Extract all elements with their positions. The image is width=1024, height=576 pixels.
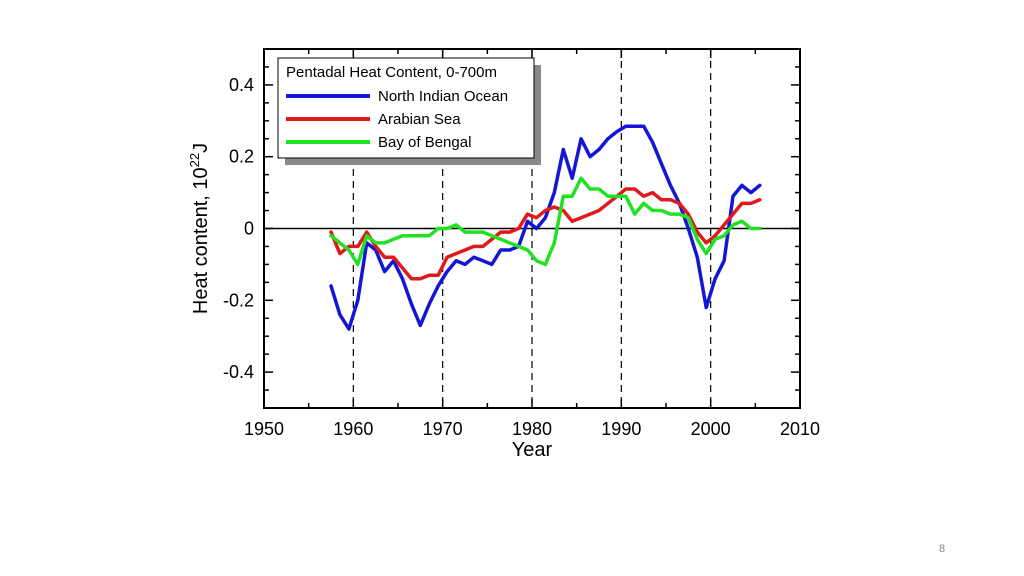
x-tick-label: 1950	[244, 419, 284, 439]
legend-label: North Indian Ocean	[378, 88, 508, 105]
x-tick-label: 2000	[691, 419, 731, 439]
series-line-bay-of-bengal	[329, 176, 762, 267]
y-tick-label: -0.4	[223, 362, 254, 382]
series-line-arabian-sea	[329, 187, 762, 281]
x-tick-label: 1960	[333, 419, 373, 439]
legend-label: Bay of Bengal	[378, 134, 471, 151]
y-axis-title-unit: J	[190, 143, 212, 153]
y-tick-label: 0.2	[229, 147, 254, 167]
chart-legend: Pentadal Heat Content, 0-700m North India…	[277, 57, 541, 165]
chart-reference-lines	[264, 49, 800, 408]
x-axis-title: Year	[512, 439, 553, 461]
series-line-north-indian-ocean	[329, 124, 762, 331]
x-tick-label: 2010	[780, 419, 820, 439]
y-tick-label: 0	[244, 219, 254, 239]
x-tick-label: 1980	[512, 419, 552, 439]
y-axis-title: Heat content, 1022J	[187, 143, 212, 314]
x-tick-label: 1970	[423, 419, 463, 439]
y-tick-label: -0.2	[223, 290, 254, 310]
chart-series-group	[329, 124, 762, 331]
legend-title: Pentadal Heat Content, 0-700m	[286, 64, 497, 81]
legend-label: Arabian Sea	[378, 111, 461, 128]
chart-ticks	[263, 48, 801, 409]
x-tick-label: 1990	[601, 419, 641, 439]
chart-tick-labels: 1950 1960 1970 1980 1990 2000 2010 -0.4 -0.2 0 0.2…	[223, 75, 820, 439]
chart-axis-titles: Year Heat content, 1022J	[187, 143, 553, 461]
y-axis-title-main: Heat content, 10	[190, 167, 212, 314]
y-axis-title-exponent: 22	[187, 153, 202, 167]
y-tick-label: 0.4	[229, 75, 254, 95]
page-number: 8	[938, 543, 946, 555]
